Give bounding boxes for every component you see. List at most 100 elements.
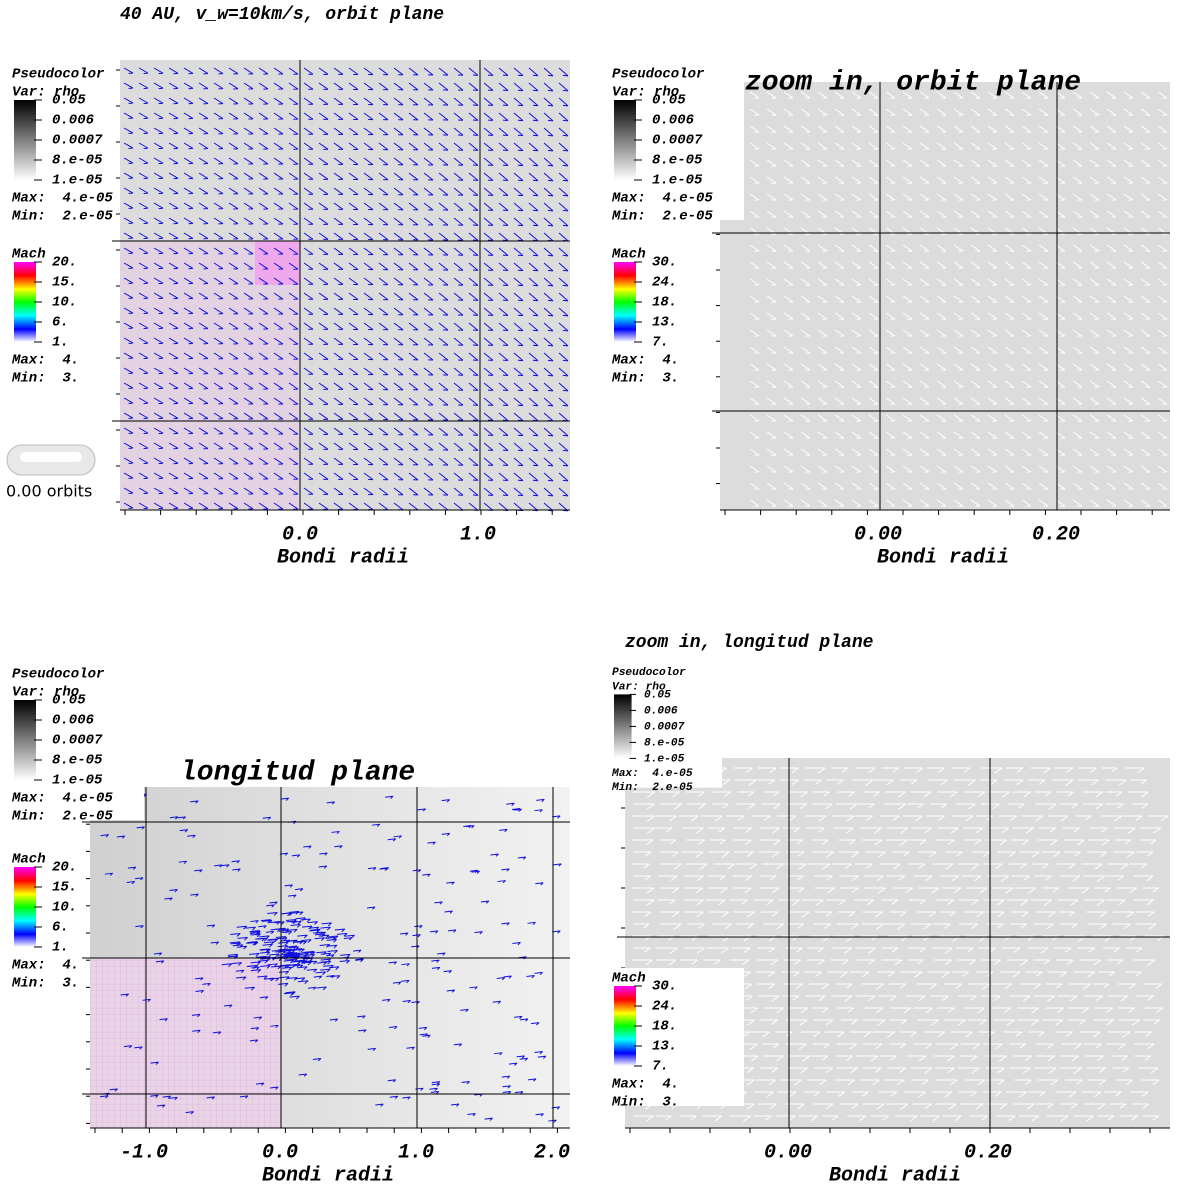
vector-arrow	[153, 397, 164, 405]
vector-arrow	[123, 427, 134, 435]
vector-arrow	[378, 172, 389, 181]
vector-arrow	[363, 202, 374, 211]
vector-arrow	[758, 995, 780, 1002]
vector-arrow	[936, 91, 947, 99]
vector-arrow	[987, 397, 998, 405]
vector-arrow	[183, 337, 194, 345]
x-tick-label: 0.00	[764, 1141, 812, 1164]
vector-arrow	[919, 448, 930, 456]
vector-arrow	[453, 232, 464, 241]
vector-arrow	[1103, 947, 1120, 953]
vector-arrow	[1038, 142, 1049, 150]
vector-arrow	[198, 247, 209, 255]
vector-arrow	[318, 262, 329, 270]
vector-arrow	[249, 932, 261, 936]
vector-arrow	[153, 247, 164, 255]
vector-arrow	[228, 382, 239, 390]
vector-arrow	[543, 322, 554, 332]
vector-arrow	[558, 307, 569, 317]
vector-arrow	[453, 487, 464, 496]
vector-arrow	[468, 487, 479, 496]
vector-arrow	[483, 487, 494, 496]
legend-min: Min: 3.	[11, 371, 79, 387]
vector-arrow	[834, 431, 845, 439]
vector-arrow	[412, 934, 421, 938]
vector-arrow	[198, 127, 209, 135]
vector-arrow	[902, 431, 913, 439]
vector-arrow	[168, 457, 179, 465]
vector-arrow	[528, 172, 539, 182]
vector-arrow	[1123, 142, 1134, 150]
vector-arrow	[468, 82, 479, 91]
vector-arrow	[1089, 193, 1100, 201]
vector-arrow	[388, 961, 397, 965]
vector-arrow	[543, 247, 554, 257]
vector-arrow	[337, 932, 348, 937]
vector-arrow	[766, 465, 777, 473]
vector-arrow	[932, 863, 954, 870]
vector-arrow	[318, 112, 329, 120]
vector-arrow	[834, 465, 845, 473]
vector-arrow	[333, 457, 344, 465]
vector-arrow	[895, 1115, 918, 1122]
vector-arrow	[303, 352, 314, 360]
vector-arrow	[783, 431, 794, 439]
vector-arrow	[367, 867, 377, 871]
vector-arrow	[732, 839, 752, 846]
vector-arrow	[633, 815, 655, 822]
vector-arrow	[1140, 431, 1151, 439]
vector-arrow	[766, 329, 777, 337]
vector-arrow	[483, 217, 494, 226]
vector-arrow	[749, 414, 760, 422]
vector-arrow	[258, 367, 269, 375]
vector-arrow	[1106, 499, 1117, 507]
vector-arrow	[318, 307, 329, 315]
vector-arrow	[123, 412, 134, 420]
vector-arrow	[655, 1115, 672, 1121]
colorbar-label: 0.05	[52, 93, 86, 109]
vector-arrow	[763, 791, 780, 797]
vector-arrow	[1004, 329, 1015, 337]
vector-arrow	[249, 952, 260, 957]
vector-arrow	[1144, 1007, 1164, 1013]
vector-arrow	[288, 217, 299, 225]
vector-arrow	[363, 427, 374, 436]
vector-arrow	[1111, 1055, 1128, 1061]
vector-arrow	[937, 791, 958, 798]
vector-arrow	[498, 292, 509, 302]
vector-arrow	[318, 97, 329, 105]
vector-arrow	[1123, 414, 1134, 422]
legend-var: Var: rho	[612, 681, 666, 693]
vector-arrow	[633, 1115, 654, 1122]
vector-arrow	[1038, 244, 1049, 252]
vector-arrow	[953, 397, 964, 405]
vector-arrow	[483, 352, 494, 361]
vector-arrow	[1046, 1115, 1069, 1122]
vector-arrow	[363, 352, 374, 361]
vector-arrow	[318, 232, 329, 240]
mesh-region	[90, 958, 281, 1128]
vector-arrow	[1072, 397, 1083, 405]
vector-arrow	[633, 923, 650, 929]
vector-arrow	[358, 1029, 367, 1033]
vector-arrow	[1114, 839, 1131, 845]
vector-arrow	[258, 127, 269, 135]
vector-arrow	[1119, 1115, 1138, 1121]
vector-arrow	[970, 295, 981, 303]
vector-arrow	[468, 247, 479, 256]
vector-arrow	[498, 172, 509, 182]
vector-arrow	[543, 262, 554, 272]
vector-arrow	[1024, 971, 1043, 977]
vector-arrow	[138, 487, 149, 495]
vector-arrow	[502, 1085, 511, 1089]
vector-arrow	[970, 329, 981, 337]
vector-arrow	[851, 380, 862, 388]
legend-min: Min: 3.	[11, 976, 79, 992]
vector-arrow	[983, 1043, 1003, 1050]
vector-arrow	[805, 995, 826, 1002]
vector-arrow	[856, 767, 876, 774]
vector-arrow	[393, 427, 404, 436]
vector-arrow	[387, 838, 397, 842]
vector-arrow	[213, 502, 224, 510]
